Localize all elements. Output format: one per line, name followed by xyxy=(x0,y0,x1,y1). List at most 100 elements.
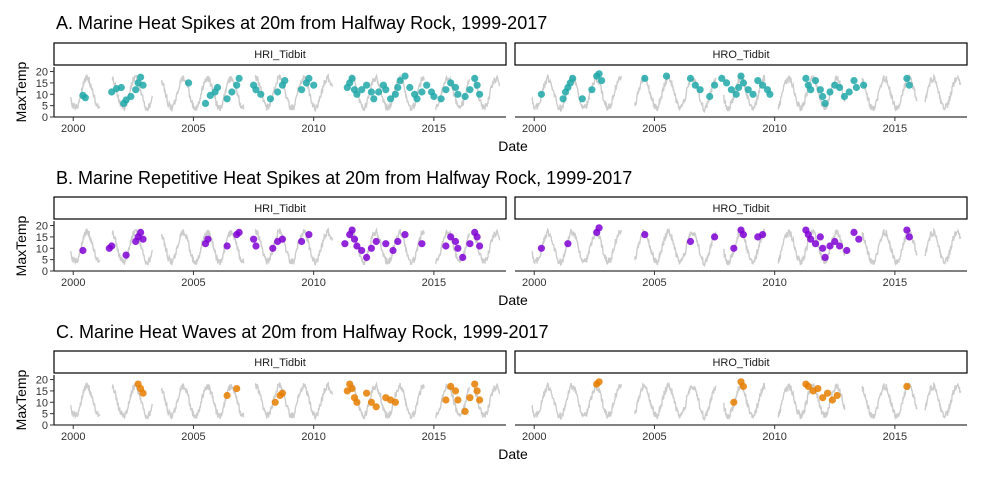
data-point xyxy=(641,74,649,82)
panel-strip xyxy=(53,350,507,374)
data-point xyxy=(811,77,820,85)
data-point xyxy=(850,77,858,85)
data-point xyxy=(235,228,243,236)
data-point xyxy=(137,73,145,81)
data-point xyxy=(860,81,868,89)
temperature-trace xyxy=(254,227,334,267)
data-point xyxy=(466,394,474,402)
data-point xyxy=(821,99,829,107)
data-point xyxy=(372,403,380,411)
x-tick-label: 2010 xyxy=(301,277,325,289)
data-point xyxy=(447,233,455,241)
data-point xyxy=(81,94,89,102)
data-point xyxy=(305,74,313,82)
data-point xyxy=(816,233,824,241)
data-point xyxy=(137,228,145,236)
data-point xyxy=(662,72,671,80)
panel-strip xyxy=(514,350,968,374)
data-point xyxy=(831,237,839,246)
data-point xyxy=(363,389,371,397)
data-point xyxy=(739,231,748,239)
data-point xyxy=(79,246,87,255)
data-point xyxy=(213,83,222,92)
data-point xyxy=(814,385,822,393)
y-tick-label: 5 xyxy=(42,255,48,267)
temperature-trace xyxy=(473,74,501,110)
temperature-trace xyxy=(634,381,717,422)
data-point xyxy=(759,231,767,239)
x-tick-label: 2000 xyxy=(522,123,546,135)
data-point xyxy=(353,242,361,250)
data-point xyxy=(401,231,409,239)
data-point xyxy=(821,253,829,261)
temperature-trace xyxy=(111,228,153,266)
x-tick-label: 2010 xyxy=(762,123,786,135)
y-tick-label: 10 xyxy=(36,397,48,409)
data-point xyxy=(372,237,380,246)
data-point xyxy=(686,74,695,82)
data-point xyxy=(391,398,399,406)
data-point xyxy=(442,86,450,94)
x-tick-label: 2000 xyxy=(522,431,546,443)
y-tick-label: 0 xyxy=(42,112,48,124)
x-axis-label-c: Date xyxy=(498,446,528,462)
temperature-trace xyxy=(634,227,717,268)
data-point xyxy=(807,235,815,243)
data-point xyxy=(223,242,231,250)
data-point xyxy=(353,398,361,406)
y-axis-label-c: MaxTemp xyxy=(13,369,29,430)
x-tick-label: 2010 xyxy=(762,431,786,443)
plot-area-b-hro: 2000 2005 2010 2015 xyxy=(515,224,967,289)
data-point xyxy=(732,90,740,98)
chart-row-b: B. Marine Repetitive Heat Spikes at 20m … xyxy=(13,168,968,308)
data-point xyxy=(274,88,282,96)
data-point xyxy=(278,235,286,243)
temperature-trace xyxy=(70,381,101,420)
data-point xyxy=(271,398,279,406)
data-point xyxy=(257,90,265,98)
data-point xyxy=(370,95,378,103)
data-point xyxy=(537,90,546,98)
temperature-trace xyxy=(777,228,846,266)
data-point xyxy=(201,99,210,107)
data-point xyxy=(828,396,837,404)
y-axis-label-a: MaxTemp xyxy=(13,61,29,122)
chart-title-c: C. Marine Heat Waves at 20m from Halfway… xyxy=(56,322,549,342)
data-point xyxy=(691,81,699,89)
x-tick-label: 2000 xyxy=(61,123,85,135)
x-tick-label: 2015 xyxy=(422,431,446,443)
panel-b-hro: HRO_Tidbit 2000 2005 2010 2015 xyxy=(514,196,968,289)
data-point xyxy=(132,86,140,94)
data-point xyxy=(252,86,260,94)
temperature-trace xyxy=(634,73,717,114)
data-point xyxy=(459,253,467,261)
data-point xyxy=(250,235,258,243)
chart-title-a: A. Marine Heat Spikes at 20m from Halfwa… xyxy=(56,13,547,33)
data-point xyxy=(117,83,125,92)
data-point xyxy=(367,398,375,406)
data-point xyxy=(358,246,366,255)
data-point xyxy=(598,77,606,85)
data-point xyxy=(739,79,748,87)
x-tick-label: 2005 xyxy=(642,123,666,135)
data-point xyxy=(451,83,460,92)
data-point xyxy=(905,233,913,241)
data-point xyxy=(252,242,260,250)
x-tick-label: 2010 xyxy=(762,277,786,289)
data-point xyxy=(905,81,913,89)
data-point xyxy=(401,72,409,80)
data-point xyxy=(836,83,844,92)
x-tick-label: 2010 xyxy=(301,123,325,135)
data-point xyxy=(476,90,484,98)
data-point xyxy=(353,90,361,98)
temperature-trace xyxy=(924,381,962,419)
data-point xyxy=(348,74,356,82)
plot-area-c-hro: 2000 2005 2010 2015 xyxy=(515,378,967,443)
data-point xyxy=(394,83,402,92)
x-tick-label: 2015 xyxy=(422,277,446,289)
data-point xyxy=(367,244,375,252)
chart-row-c: C. Marine Heat Waves at 20m from Halfway… xyxy=(13,322,968,462)
temperature-trace xyxy=(531,73,622,113)
data-point xyxy=(358,86,366,94)
